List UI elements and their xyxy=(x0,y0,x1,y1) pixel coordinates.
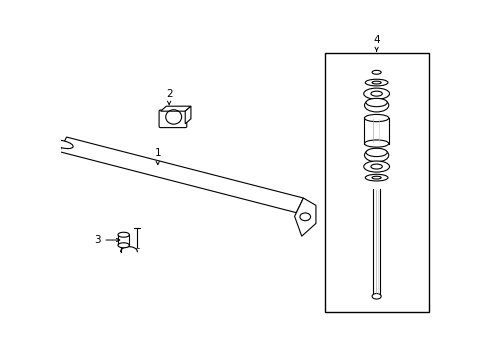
Ellipse shape xyxy=(118,243,129,248)
Ellipse shape xyxy=(370,164,382,169)
Text: 4: 4 xyxy=(372,35,379,51)
Ellipse shape xyxy=(365,98,386,107)
Ellipse shape xyxy=(371,81,380,84)
Ellipse shape xyxy=(118,232,129,237)
Ellipse shape xyxy=(365,174,387,181)
Ellipse shape xyxy=(371,70,380,74)
Polygon shape xyxy=(185,106,190,124)
FancyBboxPatch shape xyxy=(118,235,129,245)
Text: 2: 2 xyxy=(165,90,172,105)
Ellipse shape xyxy=(365,148,386,157)
Ellipse shape xyxy=(364,114,388,122)
Ellipse shape xyxy=(364,140,388,147)
Ellipse shape xyxy=(364,99,388,112)
FancyBboxPatch shape xyxy=(159,110,186,127)
Ellipse shape xyxy=(363,88,389,99)
FancyBboxPatch shape xyxy=(324,53,428,312)
Ellipse shape xyxy=(371,176,380,179)
Text: 1: 1 xyxy=(154,148,161,165)
Polygon shape xyxy=(294,198,315,236)
Ellipse shape xyxy=(370,91,382,96)
Ellipse shape xyxy=(363,161,389,172)
Ellipse shape xyxy=(371,293,380,299)
Polygon shape xyxy=(160,106,190,111)
Ellipse shape xyxy=(364,149,388,162)
Ellipse shape xyxy=(53,140,73,149)
Polygon shape xyxy=(60,137,303,213)
Text: 3: 3 xyxy=(94,235,120,245)
Ellipse shape xyxy=(365,79,387,86)
